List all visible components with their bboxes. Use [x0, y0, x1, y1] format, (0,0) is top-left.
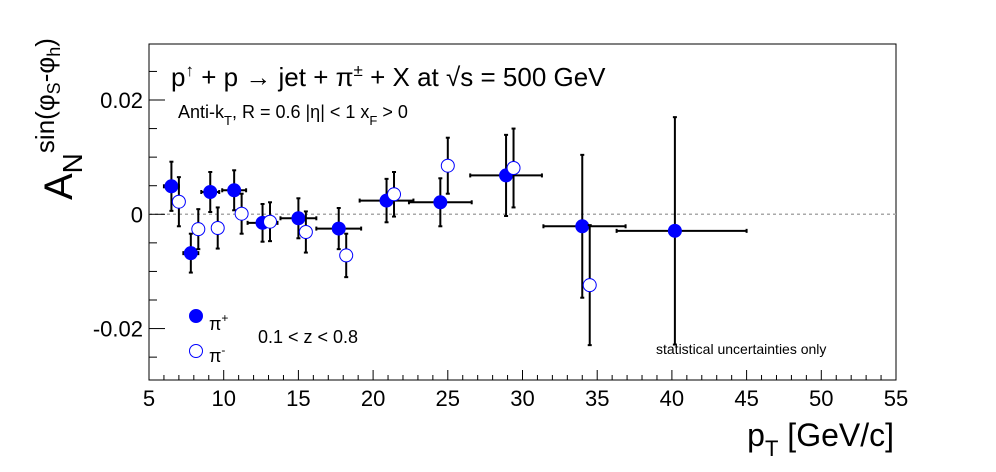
x-tick-label: 50 [809, 386, 833, 411]
legend-marker-pi-minus [189, 344, 203, 358]
axis-ticks: 5 10 15 20 25 30 35 40 45 50 55 -0.02 0 0.02 [93, 70, 908, 411]
legend-label-pi-minus: π- [209, 343, 225, 366]
point-pi-minus [582, 224, 597, 347]
x-tick-label: 45 [734, 386, 758, 411]
y-tick-label: 0 [131, 202, 143, 227]
point-pi-minus [234, 192, 249, 235]
marker-pi-minus [298, 225, 313, 239]
marker-pi-plus [203, 185, 218, 199]
point-pi-plus [200, 171, 221, 213]
point-pi-plus [182, 232, 200, 274]
point-pi-minus [506, 127, 521, 209]
point-pi-minus [171, 176, 186, 228]
point-pi-plus [469, 133, 543, 217]
x-tick-label: 20 [361, 386, 385, 411]
marker-pi-minus [387, 187, 402, 202]
marker-pi-minus [234, 206, 249, 221]
marker-pi-plus [667, 223, 682, 238]
marker-pi-minus [506, 161, 521, 175]
marker-pi-minus [440, 158, 455, 173]
y-tick-label: 0.02 [100, 88, 143, 113]
point-pi-plus [542, 153, 627, 299]
marker-pi-plus [183, 246, 198, 261]
marker-pi-minus [210, 221, 225, 235]
chart-subtitle: Anti-kT, R = 0.6 |η| < 1 xF > 0 [178, 102, 408, 128]
legend-label-pi-plus: π+ [209, 311, 228, 334]
point-pi-minus [387, 171, 402, 218]
marker-pi-plus [433, 195, 448, 210]
marker-pi-plus [575, 219, 590, 234]
uncertainty-note: statistical uncertainties only [656, 341, 826, 357]
data-points [162, 116, 748, 347]
marker-pi-plus [164, 179, 179, 194]
y-tick-label: -0.02 [93, 317, 143, 342]
point-pi-minus [440, 136, 455, 195]
marker-pi-plus [331, 221, 346, 236]
legend: π+ π- [189, 309, 228, 366]
point-pi-minus [191, 208, 206, 251]
point-pi-minus [263, 201, 278, 243]
x-tick-label: 35 [585, 386, 609, 411]
point-pi-minus [298, 210, 313, 254]
marker-pi-plus [291, 211, 306, 226]
x-tick-label: 30 [510, 386, 534, 411]
z-cut-label: 0.1 < z < 0.8 [258, 327, 358, 347]
point-pi-plus [162, 160, 180, 212]
marker-pi-minus [191, 222, 206, 237]
point-pi-plus [615, 116, 748, 346]
point-pi-plus [407, 177, 473, 228]
point-pi-plus [315, 207, 363, 251]
marker-pi-minus [171, 194, 186, 209]
chart-title: p↑ + p → jet + π± + X at √s = 500 GeV [171, 61, 606, 92]
x-tick-label: 55 [884, 386, 908, 411]
x-tick-label: 25 [436, 386, 460, 411]
marker-pi-minus [582, 278, 597, 293]
x-tick-label: 40 [660, 386, 684, 411]
x-tick-label: 5 [143, 386, 155, 411]
point-pi-plus [221, 169, 248, 212]
svg-text:ANsin(φS-φh): ANsin(φS-φh) [30, 38, 88, 200]
x-tick-label: 10 [211, 386, 235, 411]
x-axis-label: pT [GeV/c] [747, 417, 894, 461]
point-pi-plus [358, 177, 415, 224]
legend-marker-pi-plus [189, 309, 203, 323]
x-tick-label: 15 [286, 386, 310, 411]
marker-pi-plus [227, 183, 242, 198]
marker-pi-minus [263, 214, 278, 229]
y-axis-label: ANsin(φS-φh) [30, 38, 88, 200]
marker-pi-minus [339, 248, 354, 263]
point-pi-minus [210, 206, 225, 250]
point-pi-plus [279, 197, 318, 240]
point-pi-minus [339, 232, 354, 279]
